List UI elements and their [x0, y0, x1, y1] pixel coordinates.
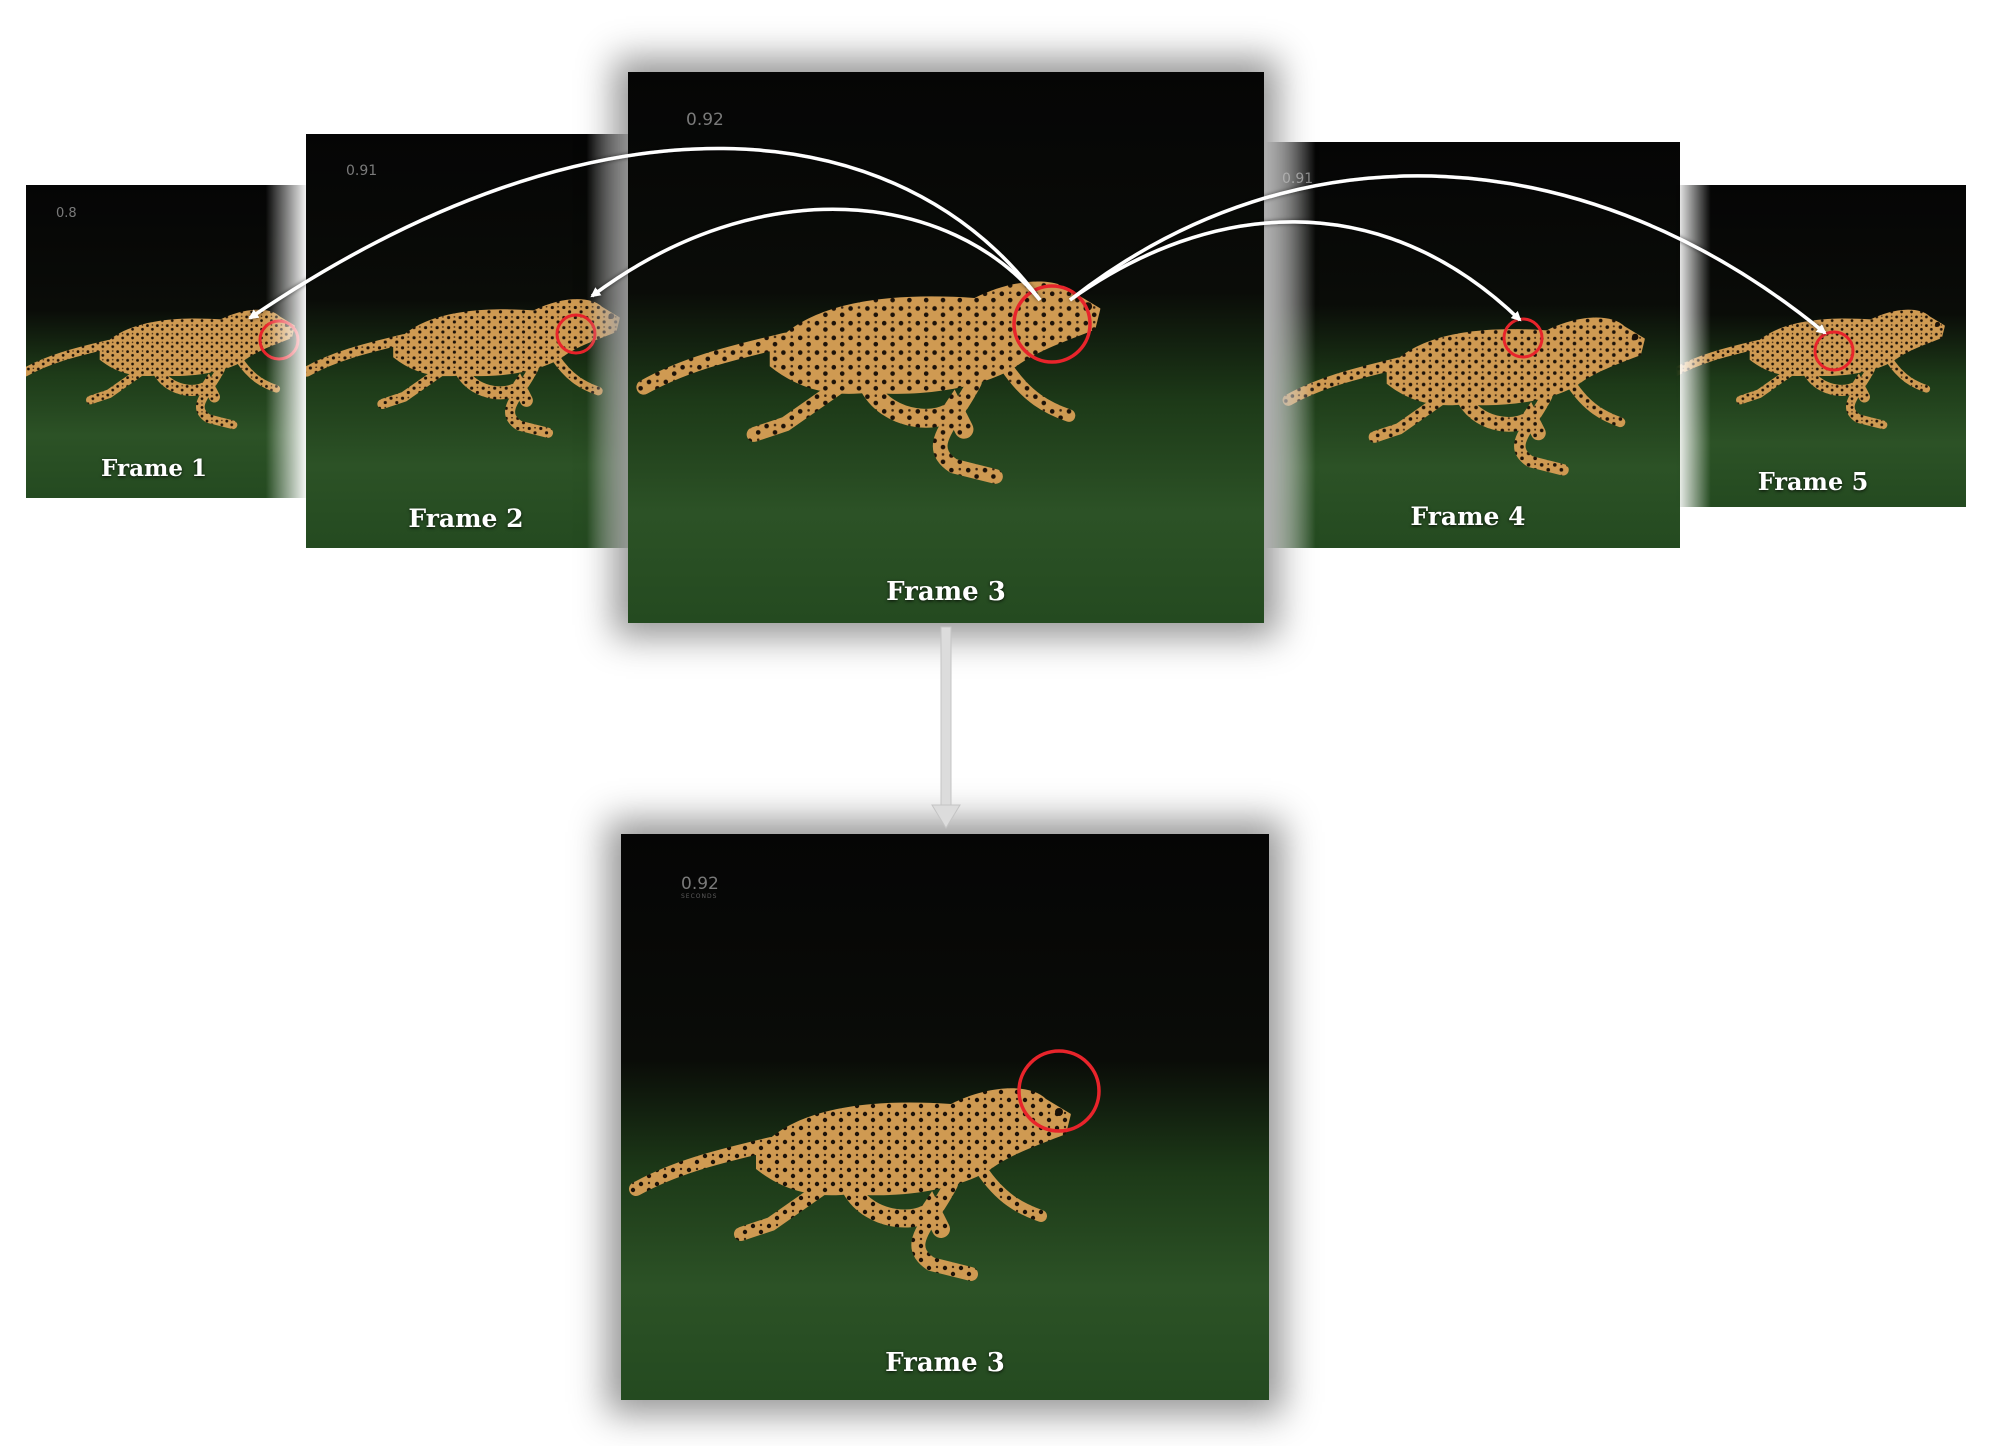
frame-5-label: Frame 5 [1757, 467, 1869, 496]
down-arrow-icon [931, 626, 961, 829]
frame-4-thumbnail: 0.91 Frame 4 [1266, 142, 1680, 548]
output-timer-value: 0.92 [681, 874, 719, 894]
frame-3-thumbnail: 0.92 Frame 3 [628, 72, 1264, 623]
cheetah-image [621, 1049, 1101, 1400]
red-circle-icon [1813, 330, 1855, 372]
frame-1-thumbnail: 0.8 Frame 1 [26, 185, 308, 498]
red-circle-icon [1017, 1049, 1101, 1133]
red-circle-icon [258, 319, 300, 361]
cheetah-image [1676, 185, 1966, 507]
frame-1-timer: 0.8 [56, 206, 77, 221]
frame-2-label: Frame 2 [408, 504, 524, 533]
output-timer: 0.92 SECONDS [681, 876, 719, 900]
frame-1-label: Frame 1 [101, 455, 207, 482]
frame-3-timer: 0.92 [686, 110, 724, 130]
output-frame-label: Frame 3 [885, 1348, 1005, 1378]
frame-4-timer: 0.91 [1282, 171, 1314, 187]
output-timer-unit: SECONDS [681, 893, 718, 900]
frame-3-label: Frame 3 [886, 577, 1006, 607]
frame-4-label: Frame 4 [1410, 502, 1526, 531]
frame-2-timer: 0.91 [346, 163, 378, 179]
output-frame-3: 0.92 SECONDS Frame 3 [621, 834, 1269, 1400]
cheetah-image [628, 72, 1264, 623]
cheetah-image [26, 185, 308, 498]
cheetah-image [1266, 142, 1680, 548]
cheetah-image [306, 134, 636, 548]
frame-5-thumbnail: Frame 5 [1676, 185, 1966, 507]
frame-2-thumbnail: 0.91 Frame 2 [306, 134, 636, 548]
